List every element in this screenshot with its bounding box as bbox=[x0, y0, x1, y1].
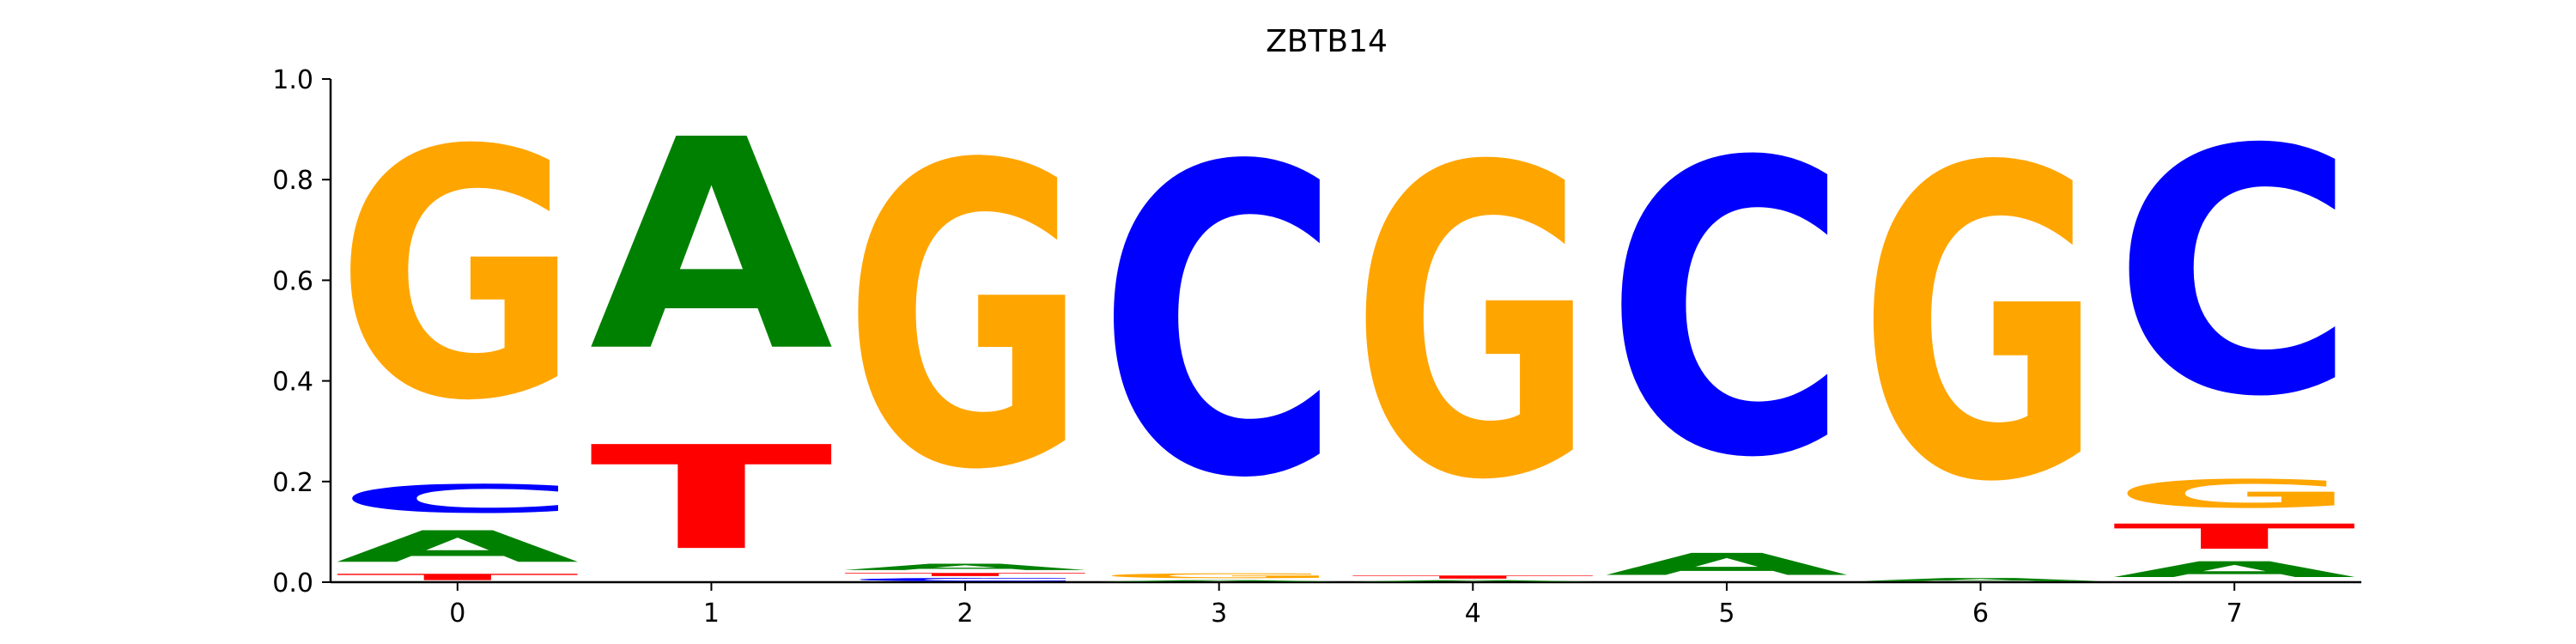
logo-letter-a-pos-4: A bbox=[1351, 580, 1596, 582]
logo-letter-c-pos-5: C bbox=[1605, 79, 1849, 546]
x-axis: 0 1 2 3 4 5 6 7 bbox=[331, 580, 2361, 629]
x-tick-label: 7 bbox=[2227, 598, 2243, 629]
logo-letter-a-pos-2: A bbox=[843, 562, 1089, 573]
x-tick-label: 5 bbox=[1718, 598, 1735, 629]
logo-letter-a-pos-3: A bbox=[1097, 580, 1343, 582]
logo-letter-a-pos-6: A bbox=[1859, 577, 2105, 582]
y-tick-label: 0.8 bbox=[272, 166, 313, 196]
logo-letter-g-pos-0: G bbox=[336, 77, 580, 475]
logo-letter-a-pos-5: A bbox=[1605, 547, 1850, 582]
logo-letter-t-pos-0: T bbox=[336, 572, 581, 582]
y-tick-label: 0.4 bbox=[272, 368, 313, 398]
logo-letter-a-pos-1: A bbox=[590, 79, 835, 416]
chart-title: ZBTB14 bbox=[1266, 24, 1388, 59]
logo-letter-g-pos-6: G bbox=[1859, 78, 2103, 576]
y-axis: 0.0 0.2 0.4 0.6 0.8 1.0 bbox=[272, 65, 332, 598]
logo-letter-g-pos-3: G bbox=[1097, 572, 1341, 580]
logo-letter-c-pos-0: C bbox=[336, 477, 580, 522]
logo-letter-c-pos-2: C bbox=[843, 577, 1087, 582]
y-tick-label: 0.2 bbox=[272, 468, 313, 498]
logo-letter-t-pos-1: T bbox=[590, 416, 835, 581]
logo-letter-g-pos-2: G bbox=[843, 78, 1087, 561]
logo-letter-g-pos-4: G bbox=[1351, 77, 1595, 574]
x-tick-label: 0 bbox=[449, 598, 465, 629]
y-tick-label: 0.0 bbox=[272, 568, 313, 598]
logo-letter-g-pos-7: G bbox=[2112, 471, 2356, 517]
logo-letter-t-pos-2: T bbox=[843, 572, 1089, 577]
x-tick-label: 4 bbox=[1465, 598, 1481, 629]
logo-letter-a-pos-7: A bbox=[2112, 557, 2358, 582]
logo-letter-t-pos-4: T bbox=[1351, 574, 1596, 580]
logo-letter-c-pos-7: C bbox=[2112, 77, 2356, 470]
logo-letter-c-pos-3: C bbox=[1097, 79, 1341, 571]
y-tick-label: 1.0 bbox=[272, 65, 313, 95]
x-tick-label: 1 bbox=[703, 598, 720, 629]
logo-letter-a-pos-0: A bbox=[336, 522, 581, 573]
x-tick-label: 6 bbox=[1972, 598, 1989, 629]
y-tick-label: 0.6 bbox=[272, 266, 313, 296]
x-tick-label: 3 bbox=[1211, 598, 1227, 629]
logo-letter-t-pos-7: T bbox=[2112, 517, 2358, 557]
x-tick-label: 2 bbox=[957, 598, 974, 629]
